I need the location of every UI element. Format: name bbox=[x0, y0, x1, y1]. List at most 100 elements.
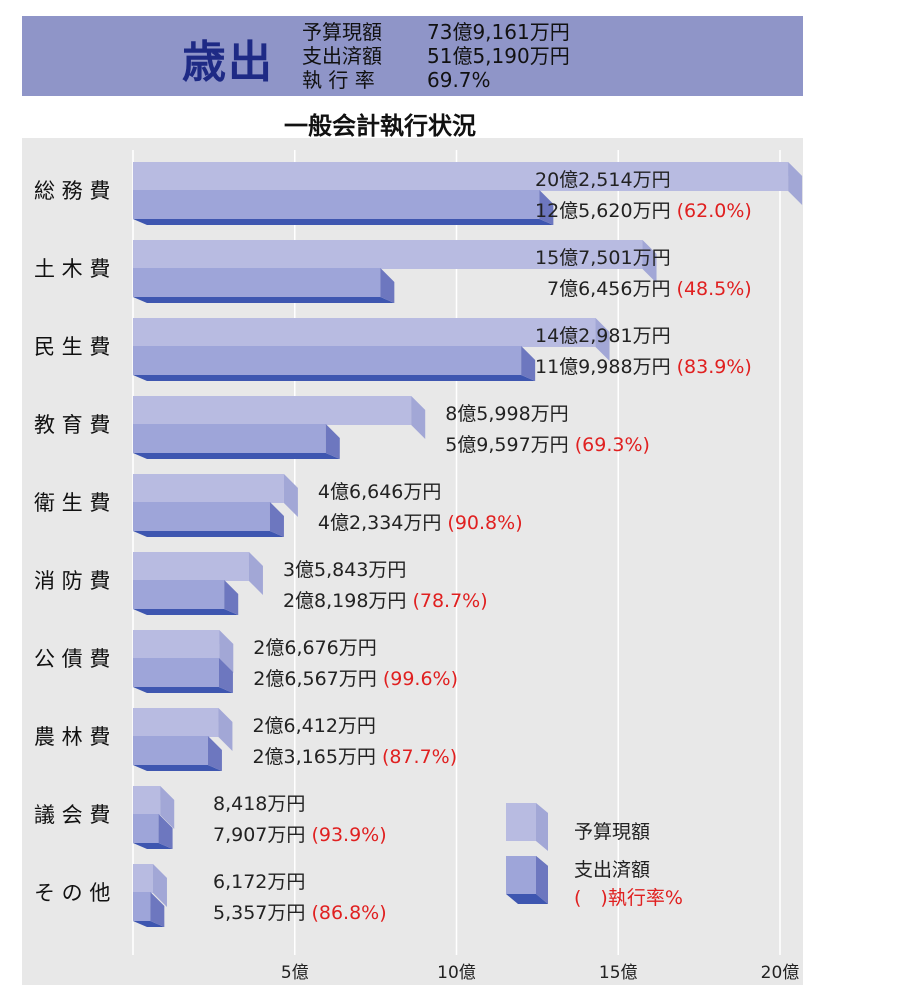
spent-value-label: 5,357万円 (86.8%) bbox=[213, 902, 387, 924]
spent-bar-bottom bbox=[133, 375, 536, 381]
category-label: 衛 生 費 bbox=[34, 491, 110, 515]
spent-bar-side bbox=[380, 268, 395, 303]
category-label: 民 生 費 bbox=[34, 335, 110, 359]
category-label: 土 木 費 bbox=[34, 257, 110, 281]
x-tick-label: 15億 bbox=[599, 963, 638, 983]
rate-value: (62.0%) bbox=[677, 200, 752, 222]
header-title: 歳出 bbox=[182, 37, 274, 88]
spent-value-label: 4億2,334万円 (90.8%) bbox=[318, 512, 523, 534]
category-label: 議 会 費 bbox=[34, 803, 110, 827]
spent-bar-side bbox=[207, 736, 222, 771]
rate-value: (78.7%) bbox=[412, 590, 487, 612]
spent-bar bbox=[133, 190, 554, 225]
x-tick-label: 20億 bbox=[761, 963, 800, 983]
budget-bar bbox=[133, 552, 263, 595]
budget-bar-side bbox=[595, 318, 610, 361]
budget-bar-side bbox=[160, 786, 175, 829]
spent-bar bbox=[133, 658, 233, 693]
x-tick-label: 10億 bbox=[437, 963, 476, 983]
budget-bar-side bbox=[283, 474, 298, 517]
spent-bar-bottom bbox=[133, 219, 554, 225]
spent-bar-face bbox=[133, 346, 522, 375]
spent-bar-side bbox=[521, 346, 536, 381]
spent-value: 5,357万円 bbox=[213, 902, 311, 924]
budget-bar-side bbox=[411, 396, 426, 439]
spent-bar bbox=[133, 736, 222, 771]
header-row-value: 69.7% bbox=[427, 68, 491, 92]
spent-bar-face bbox=[133, 736, 208, 765]
budget-bar bbox=[133, 786, 175, 829]
summary-header: 歳出 予算現額 73億9,161万円 支出済額 51億5,190万円 執 行 率… bbox=[22, 16, 803, 96]
budget-value-label: 6,172万円 bbox=[213, 871, 305, 893]
legend-budget-swatch-face bbox=[506, 803, 536, 841]
budget-value-label: 2億6,676万円 bbox=[253, 637, 376, 659]
budget-bar-face bbox=[133, 474, 284, 503]
spent-value-label: 5億9,597万円 (69.3%) bbox=[445, 434, 650, 456]
spent-bar-face bbox=[133, 424, 326, 453]
spent-bar-side bbox=[218, 658, 233, 693]
header-row-value: 51億5,190万円 bbox=[427, 44, 570, 68]
spent-bar-face bbox=[133, 658, 219, 687]
budget-value-label: 20億2,514万円 bbox=[535, 169, 671, 191]
legend-spent-swatch-side bbox=[536, 856, 548, 904]
budget-bar-face bbox=[133, 162, 789, 191]
spent-bar-face bbox=[133, 190, 540, 219]
budget-bar-side bbox=[248, 552, 263, 595]
spent-bar bbox=[133, 502, 284, 537]
legend-spent-label: 支出済額 bbox=[574, 859, 650, 881]
budget-bar-side bbox=[152, 864, 167, 907]
budget-bar-side bbox=[788, 162, 803, 205]
budget-bar-face bbox=[133, 864, 153, 893]
spent-value-label: 2億6,567万円 (99.6%) bbox=[253, 668, 458, 690]
spent-bar-bottom bbox=[133, 609, 239, 615]
rate-value: (48.5%) bbox=[677, 278, 752, 300]
rate-value: (93.9%) bbox=[311, 824, 386, 846]
legend-spent-swatch bbox=[506, 856, 548, 904]
spent-bar-bottom bbox=[133, 921, 165, 927]
spent-bar-side bbox=[150, 892, 165, 927]
budget-bar-side bbox=[218, 708, 233, 751]
spent-bar bbox=[133, 814, 173, 849]
x-tick-label: 5億 bbox=[281, 963, 309, 983]
spent-value: 12億5,620万円 bbox=[535, 200, 677, 222]
budget-bar bbox=[133, 396, 426, 439]
budget-bar-face bbox=[133, 240, 643, 269]
budget-value-label: 14億2,981万円 bbox=[535, 325, 671, 347]
legend-budget-swatch bbox=[506, 803, 548, 851]
budget-bar-face bbox=[133, 786, 161, 815]
header-row-budget: 予算現額 73億9,161万円 bbox=[302, 20, 570, 44]
rate-value: (90.8%) bbox=[447, 512, 522, 534]
header-row-label: 執 行 率 bbox=[302, 68, 375, 92]
spent-bar bbox=[133, 268, 395, 303]
spent-bar-side bbox=[539, 190, 554, 225]
spent-value: 7,907万円 bbox=[213, 824, 311, 846]
spent-bar-face bbox=[133, 502, 270, 531]
legend-budget-swatch-side bbox=[536, 803, 548, 851]
budget-bar bbox=[133, 318, 610, 361]
spent-bar bbox=[133, 424, 340, 459]
spent-bar-side bbox=[269, 502, 284, 537]
budget-value-label: 15億7,501万円 bbox=[535, 247, 671, 269]
spent-value: 11億9,988万円 bbox=[535, 356, 677, 378]
spent-bar-face bbox=[133, 268, 381, 297]
budget-value-label: 8,418万円 bbox=[213, 793, 305, 815]
budget-bar-face bbox=[133, 630, 220, 659]
legend-spent-swatch-face bbox=[506, 856, 536, 894]
spent-bar bbox=[133, 580, 239, 615]
spent-value-label: 7,907万円 (93.9%) bbox=[213, 824, 387, 846]
header-row-rate: 執 行 率 69.7% bbox=[302, 68, 570, 92]
spent-value-label: 7億6,456万円 (48.5%) bbox=[547, 278, 752, 300]
spent-bar-side bbox=[158, 814, 173, 849]
category-label: そ の 他 bbox=[34, 881, 110, 905]
category-label: 消 防 費 bbox=[34, 569, 110, 593]
spent-bar-bottom bbox=[133, 765, 222, 771]
spent-value-label: 11億9,988万円 (83.9%) bbox=[535, 356, 752, 378]
rate-value: (86.8%) bbox=[311, 902, 386, 924]
rate-value: (99.6%) bbox=[383, 668, 458, 690]
spent-bar-side bbox=[224, 580, 239, 615]
header-row-spent: 支出済額 51億5,190万円 bbox=[302, 44, 570, 68]
spent-value-label: 2億3,165万円 (87.7%) bbox=[252, 746, 457, 768]
category-label: 農 林 費 bbox=[34, 725, 110, 749]
